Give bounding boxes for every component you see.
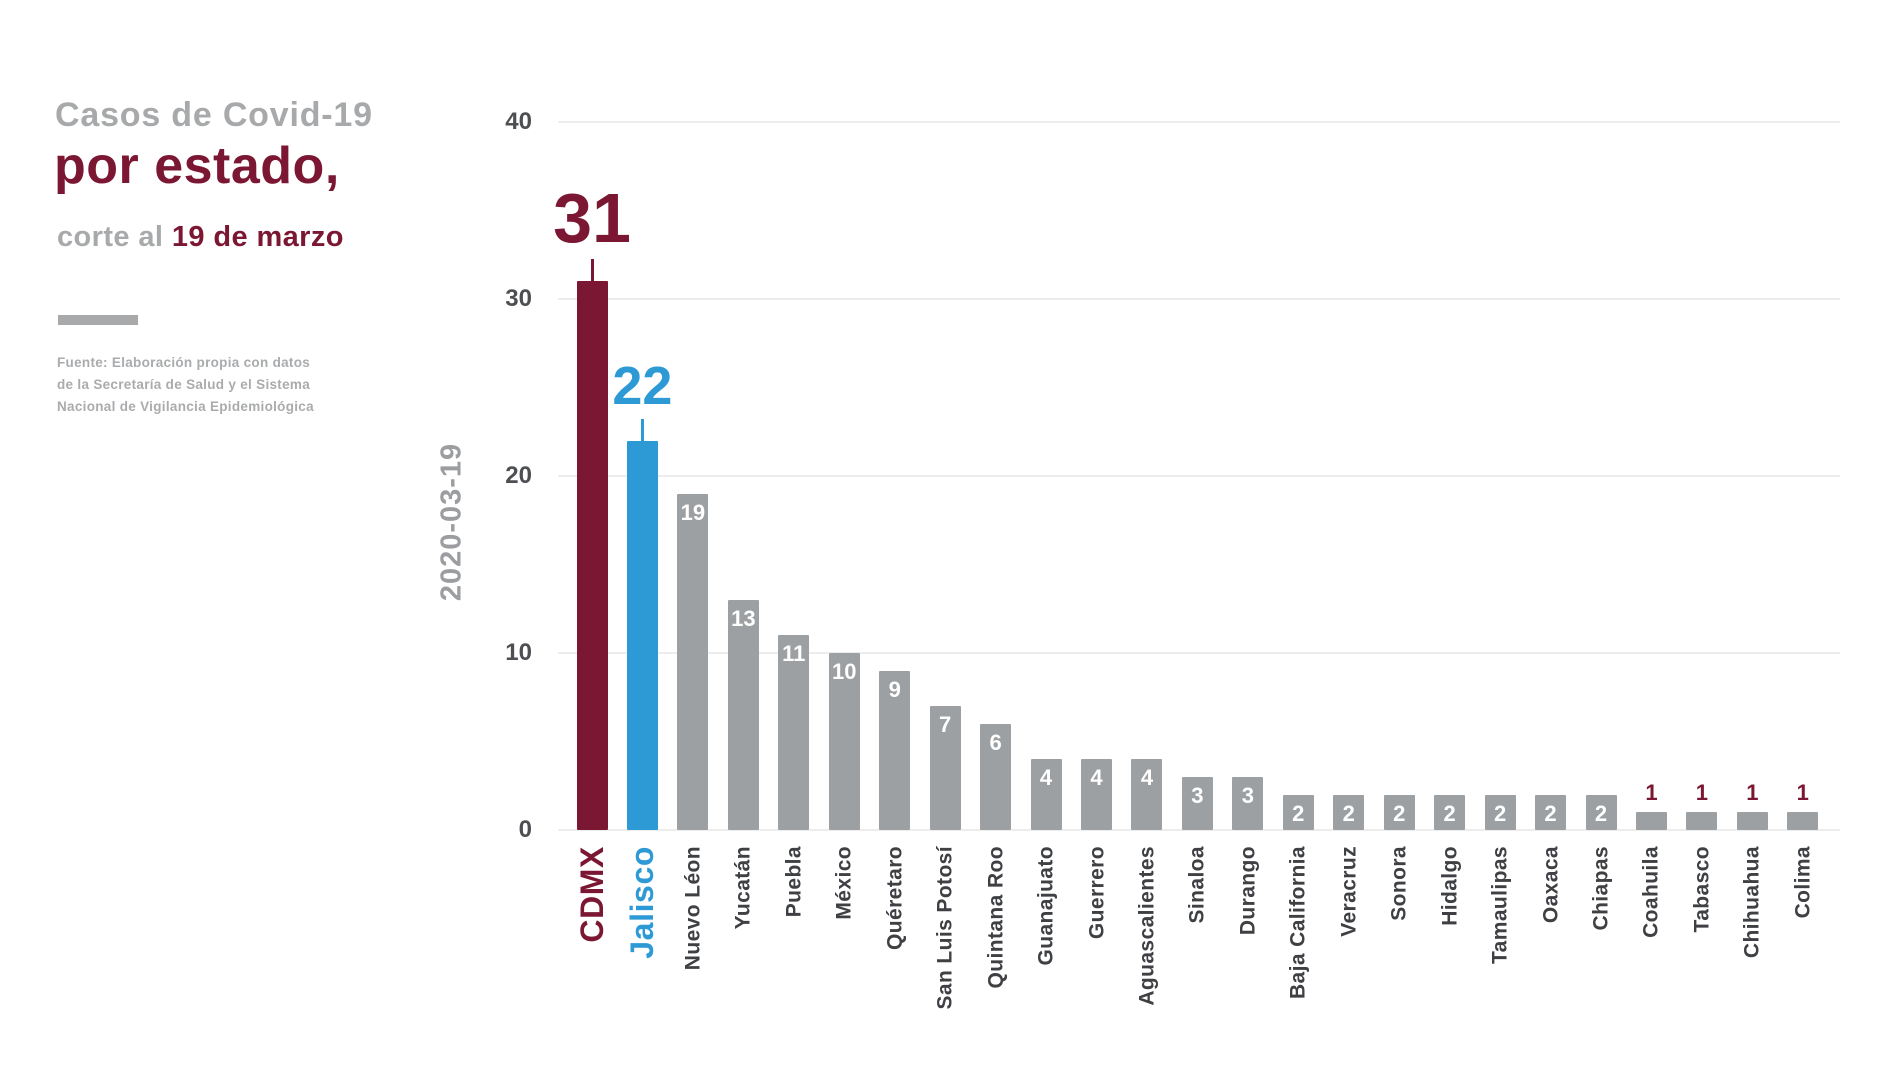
value-label-guerrero: 4 bbox=[1090, 765, 1103, 791]
bar-puebla bbox=[778, 635, 810, 830]
value-label-guanajuato: 4 bbox=[1039, 765, 1053, 791]
bar-veracruz bbox=[1333, 794, 1365, 830]
x-label-puebla: Puebla bbox=[782, 846, 806, 918]
value-label-tabasco: 1 bbox=[1695, 780, 1709, 806]
bar-coahuila bbox=[1635, 812, 1667, 830]
source-line-3: Nacional de Vigilancia Epidemiológica bbox=[57, 399, 314, 414]
value-label-mexico: 10 bbox=[832, 659, 857, 684]
gridline-y-30 bbox=[558, 298, 1840, 300]
x-label-jalisco: Jalisco bbox=[624, 846, 661, 959]
bar-baja-california bbox=[1282, 794, 1314, 830]
source-note: Fuente: Elaboración propia con datos de … bbox=[57, 352, 314, 418]
bar-nuevo-leon bbox=[677, 493, 709, 830]
chart-title-line3-prefix: corte al bbox=[57, 221, 172, 253]
gridline-y-0 bbox=[558, 829, 1840, 831]
y-tick-label-20: 20 bbox=[505, 462, 532, 489]
x-label-queretaro: Quéretaro bbox=[883, 846, 907, 950]
x-label-yucatan: Yucatán bbox=[731, 846, 755, 930]
chart-title-line3-date: 19 de marzo bbox=[171, 221, 344, 253]
value-label-hidalgo: 2 bbox=[1443, 800, 1456, 826]
value-label-sinaloa: 3 bbox=[1191, 782, 1204, 808]
gridline-y-40 bbox=[558, 121, 1840, 123]
x-label-sonora: Sonora bbox=[1387, 846, 1411, 921]
bar-guanajuato bbox=[1030, 759, 1062, 830]
bar-chiapas bbox=[1585, 794, 1617, 830]
x-label-chihuahua: Chihuahua bbox=[1740, 846, 1764, 959]
value-label-tamaulipas: 2 bbox=[1493, 800, 1507, 826]
x-label-mexico: México bbox=[832, 846, 856, 920]
x-label-oaxaca: Oaxaca bbox=[1539, 846, 1563, 924]
bar-tamaulipas bbox=[1484, 794, 1516, 830]
value-label-coahuila: 1 bbox=[1645, 780, 1658, 806]
x-label-tamaulipas: Tamaulipas bbox=[1488, 846, 1512, 964]
value-label-cdmx: 31 bbox=[553, 179, 631, 258]
source-line-1: Fuente: Elaboración propia con datos bbox=[57, 355, 311, 370]
bar-oaxaca bbox=[1535, 794, 1567, 830]
x-label-cdmx: CDMX bbox=[574, 846, 610, 943]
x-label-quintana-roo: Quintana Roo bbox=[984, 846, 1008, 989]
value-label-queretaro: 9 bbox=[888, 676, 901, 702]
gridline-y-10 bbox=[558, 652, 1840, 654]
x-label-hidalgo: Hidalgo bbox=[1438, 846, 1462, 926]
title-divider-line bbox=[58, 315, 138, 325]
x-label-guerrero: Guerrero bbox=[1085, 846, 1108, 940]
x-label-chiapas: Chiapas bbox=[1589, 846, 1613, 931]
y-tick-label-0: 0 bbox=[518, 816, 532, 843]
bar-mexico bbox=[828, 653, 860, 830]
source-line-2: de la Secretaría de Salud y el Sistema bbox=[57, 377, 311, 392]
x-label-guanajuato: Guanajuato bbox=[1034, 846, 1058, 966]
x-label-nuevo-leon: Nuevo Léon bbox=[681, 846, 705, 971]
chart-title-line2: por estado, bbox=[54, 137, 340, 195]
value-label-veracruz: 2 bbox=[1342, 800, 1355, 826]
bar-durango bbox=[1232, 776, 1264, 830]
value-label-chihuahua: 1 bbox=[1746, 780, 1759, 806]
bar-hidalgo bbox=[1434, 794, 1466, 830]
bar-cdmx bbox=[576, 281, 608, 830]
y-tick-label-10: 10 bbox=[505, 639, 532, 666]
value-label-nuevo-leon: 19 bbox=[680, 499, 706, 525]
x-label-tabasco: Tabasco bbox=[1690, 846, 1714, 933]
x-label-veracruz: Veracruz bbox=[1337, 846, 1361, 937]
bar-colima bbox=[1787, 812, 1819, 830]
x-label-colima: Colima bbox=[1791, 846, 1815, 919]
bar-guerrero bbox=[1081, 759, 1112, 830]
value-label-chiapas: 2 bbox=[1594, 800, 1608, 826]
bar-chihuahua bbox=[1736, 812, 1768, 830]
bar-whisker-cdmx bbox=[590, 259, 594, 282]
x-label-sinaloa: Sinaloa bbox=[1185, 846, 1209, 924]
bar-jalisco bbox=[626, 440, 658, 830]
value-label-sonora: 2 bbox=[1393, 800, 1406, 826]
bar-queretaro bbox=[879, 670, 911, 830]
y-tick-label-40: 40 bbox=[505, 108, 532, 135]
bar-aguascalientes bbox=[1131, 759, 1163, 830]
x-label-coahuila: Coahuila bbox=[1639, 846, 1663, 938]
value-label-durango: 3 bbox=[1241, 782, 1254, 808]
bar-sonora bbox=[1383, 794, 1415, 830]
chart-title-line3: corte al 19 de marzo bbox=[57, 221, 344, 254]
bar-san-luis-potosi bbox=[929, 706, 961, 830]
x-label-san-luis-potosi: San Luis Potosí bbox=[933, 846, 957, 1010]
bar-yucatan bbox=[727, 599, 759, 830]
gridline-y-20 bbox=[558, 475, 1840, 477]
chart-title-line1: Casos de Covid-19 bbox=[55, 96, 373, 134]
value-label-quintana-roo: 6 bbox=[989, 729, 1002, 755]
value-label-jalisco: 22 bbox=[612, 355, 673, 416]
x-label-durango: Durango bbox=[1236, 846, 1260, 936]
bar-whisker-jalisco bbox=[640, 418, 644, 441]
bar-sinaloa bbox=[1181, 776, 1213, 830]
x-label-baja-california: Baja California bbox=[1286, 846, 1310, 1000]
y-tick-label-30: 30 bbox=[505, 285, 532, 312]
value-label-oaxaca: 2 bbox=[1544, 800, 1557, 826]
value-label-aguascalientes: 4 bbox=[1140, 765, 1154, 791]
value-label-colima: 1 bbox=[1796, 780, 1809, 806]
value-label-san-luis-potosi: 7 bbox=[939, 712, 952, 738]
value-label-yucatan: 13 bbox=[731, 605, 756, 631]
bar-tabasco bbox=[1686, 812, 1718, 830]
value-label-puebla: 11 bbox=[782, 641, 806, 667]
x-label-aguascalientes: Aguascalientes bbox=[1135, 846, 1159, 1006]
bar-quintana-roo bbox=[980, 723, 1012, 830]
value-label-baja-california: 2 bbox=[1292, 800, 1305, 826]
